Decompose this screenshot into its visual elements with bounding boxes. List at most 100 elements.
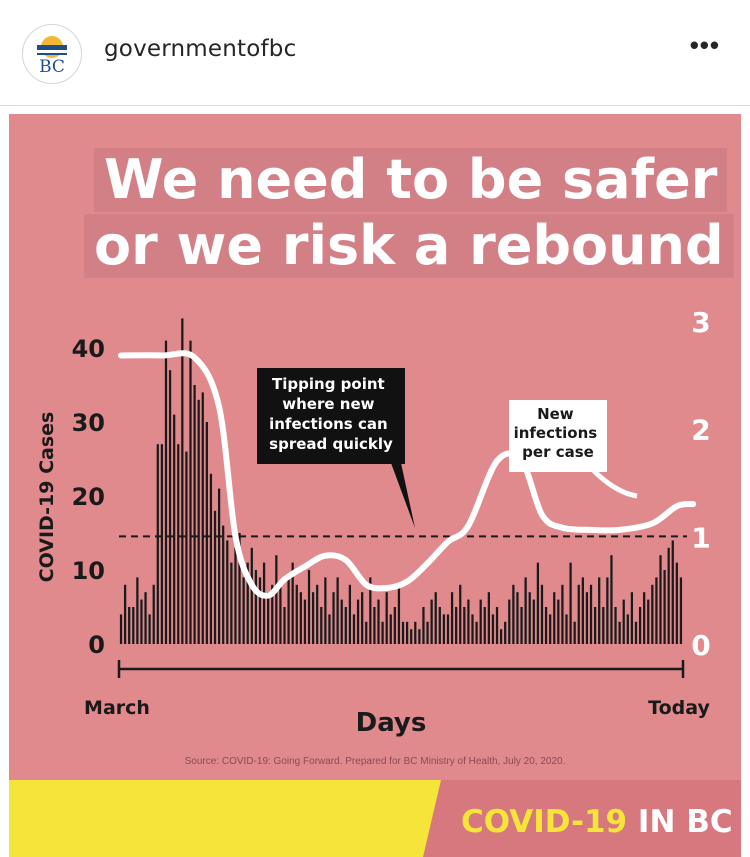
bar xyxy=(389,614,392,644)
footer-title: COVID-19 IN BC xyxy=(461,804,733,840)
bar xyxy=(344,607,347,644)
bar xyxy=(226,540,229,644)
bar xyxy=(373,607,376,644)
bar xyxy=(156,444,159,644)
footer-pink-band xyxy=(423,780,741,857)
avatar[interactable]: BC xyxy=(22,24,82,84)
headline-line-2: or we risk a rebound xyxy=(84,214,734,278)
bar xyxy=(434,592,437,644)
bar xyxy=(307,570,311,644)
more-options-icon[interactable]: ••• xyxy=(689,30,720,60)
bar xyxy=(553,592,556,644)
bar xyxy=(291,562,294,644)
bar xyxy=(410,629,413,644)
bar xyxy=(430,599,433,644)
bar xyxy=(659,555,662,644)
bar xyxy=(442,614,446,644)
bar xyxy=(213,510,217,644)
bar xyxy=(238,533,241,644)
bar xyxy=(459,584,462,644)
bar xyxy=(119,614,123,644)
bar xyxy=(299,592,302,644)
bar xyxy=(246,562,249,644)
bar xyxy=(397,584,401,644)
bar xyxy=(393,607,396,644)
bar xyxy=(565,614,568,644)
bar xyxy=(455,607,458,644)
bar xyxy=(532,599,535,644)
bar xyxy=(242,577,245,644)
bar xyxy=(148,614,151,644)
bar xyxy=(634,621,638,644)
headline-line-1: We need to be safer xyxy=(94,148,728,212)
bar xyxy=(303,599,307,644)
bars-group xyxy=(119,318,683,644)
bar xyxy=(328,614,331,644)
bar xyxy=(589,584,593,644)
bar xyxy=(569,562,572,644)
bar xyxy=(463,607,466,644)
bar xyxy=(136,577,139,644)
x-start-label: March xyxy=(84,697,150,719)
infections-callout: New infections per case xyxy=(509,400,638,499)
tipping-point-text-1: Tipping point xyxy=(272,375,385,393)
bar xyxy=(320,607,323,644)
bar xyxy=(177,444,180,644)
username[interactable]: governmentofbc xyxy=(104,36,297,62)
bar xyxy=(295,584,298,644)
bar xyxy=(217,488,221,644)
bar xyxy=(450,592,454,644)
bar xyxy=(508,599,511,644)
bar xyxy=(365,621,368,644)
bar xyxy=(283,607,286,644)
bar xyxy=(275,555,278,644)
footer-title-in-bc: IN BC xyxy=(627,804,733,840)
bar xyxy=(197,399,200,644)
bar xyxy=(655,577,658,644)
post-image: We need to be safer or we risk a rebound… xyxy=(0,106,750,857)
bar xyxy=(561,584,564,644)
bar xyxy=(516,592,519,644)
x-end-label: Today xyxy=(648,697,710,719)
bar xyxy=(651,584,654,644)
bar xyxy=(316,584,319,644)
bar xyxy=(557,599,560,644)
bar xyxy=(626,614,629,644)
bar xyxy=(222,525,225,644)
bar xyxy=(336,577,339,644)
bar xyxy=(512,584,515,644)
y2-tick-label: 0 xyxy=(691,629,710,662)
y-tick-label: 10 xyxy=(72,557,105,585)
bar xyxy=(279,584,282,644)
y2-tick-label: 2 xyxy=(691,414,710,447)
bar xyxy=(140,599,143,644)
svg-text:New infections: New infections per case xyxy=(514,405,603,461)
bar xyxy=(181,318,184,644)
bar xyxy=(438,607,441,644)
bar xyxy=(185,451,188,644)
bar xyxy=(577,584,580,644)
bar xyxy=(340,599,343,644)
avatar-text: BC xyxy=(39,57,65,77)
bar xyxy=(504,621,507,644)
bar xyxy=(385,592,388,644)
bar xyxy=(418,629,421,644)
bar xyxy=(361,592,364,644)
bar xyxy=(348,584,352,644)
bar xyxy=(475,621,478,644)
infections-callout-text-1: New xyxy=(537,405,574,423)
bar xyxy=(487,592,490,644)
bar xyxy=(602,607,605,644)
bar xyxy=(369,577,372,644)
bar xyxy=(352,614,356,644)
bar xyxy=(258,577,262,644)
bar xyxy=(467,599,470,644)
bar xyxy=(201,392,204,644)
bar xyxy=(164,340,168,644)
infections-callout-text-2: infections xyxy=(514,424,598,442)
bar xyxy=(614,607,617,644)
post-header: BC governmentofbc ••• xyxy=(0,0,750,106)
y2-axis-ticks: 0 1 2 3 xyxy=(691,306,710,662)
bar xyxy=(495,607,499,644)
bar xyxy=(528,592,531,644)
